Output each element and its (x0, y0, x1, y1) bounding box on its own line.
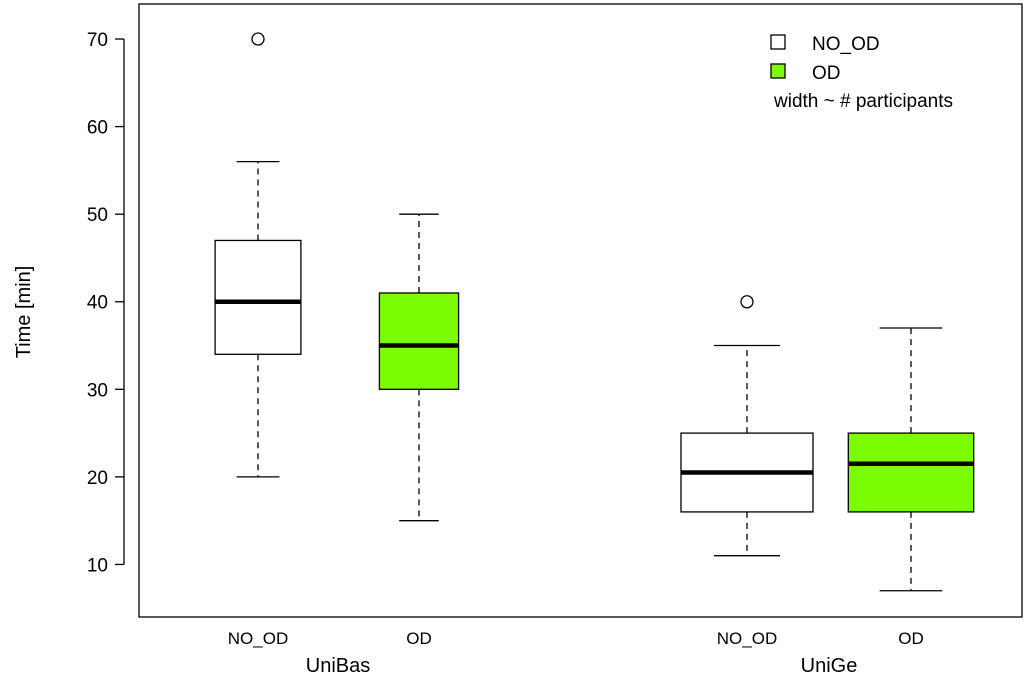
legend-label-no-od: NO_OD (812, 34, 880, 55)
y-tick-label: 40 (87, 293, 108, 314)
y-tick-label: 70 (87, 30, 108, 51)
x-category-label: OD (898, 629, 924, 648)
y-tick-label: 50 (87, 205, 108, 226)
outlier-point (740, 295, 754, 309)
y-axis: 10 20 30 40 50 60 70 (87, 30, 125, 576)
legend-swatch-no-od (770, 34, 786, 50)
x-group-label: UniGe (801, 655, 858, 677)
outlier-point (251, 32, 265, 46)
box-iqr (847, 432, 975, 513)
y-tick-label: 30 (87, 380, 108, 401)
x-category-label: OD (406, 629, 432, 648)
x-category-label: NO_OD (228, 629, 288, 648)
y-tick-label: 10 (87, 555, 108, 576)
box-unibas-od (378, 213, 460, 522)
legend-label-od: OD (812, 63, 841, 84)
legend-swatch-od (770, 63, 786, 79)
y-axis-title: Time [min] (13, 266, 35, 359)
x-axis-labels: NO_OD OD NO_OD OD UniBas UniGe (228, 629, 924, 677)
box-iqr (378, 292, 460, 390)
box-unige-od (847, 327, 975, 592)
box-unige-no-od (680, 295, 814, 557)
y-tick-label: 20 (87, 468, 108, 489)
box-unibas-no-od (214, 32, 302, 478)
legend: NO_OD OD width ~ # participants (770, 34, 953, 112)
x-group-label: UniBas (306, 655, 370, 677)
box-iqr (214, 239, 302, 355)
y-tick-label: 60 (87, 118, 108, 139)
legend-note: width ~ # participants (773, 91, 953, 112)
box-series (214, 32, 975, 592)
plot-frame (138, 3, 1023, 618)
x-category-label: NO_OD (717, 629, 777, 648)
